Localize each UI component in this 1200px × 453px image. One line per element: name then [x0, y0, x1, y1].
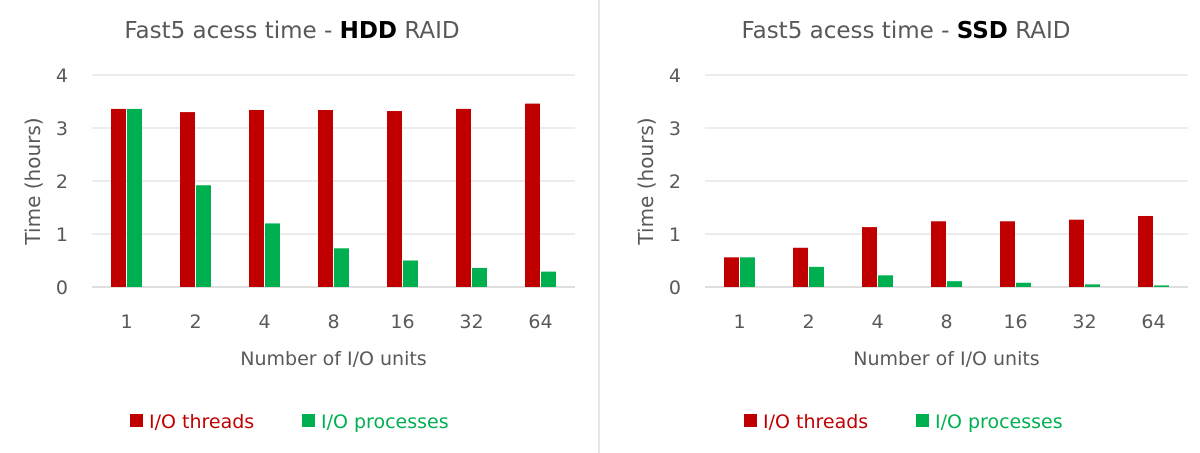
bar-io-threads	[1069, 219, 1084, 287]
bar-io-processes	[1016, 282, 1031, 287]
bar-io-processes	[127, 108, 142, 287]
bar-io-threads	[249, 109, 264, 287]
y-tick-label: 1	[56, 224, 68, 246]
x-tick-label: 2	[802, 311, 814, 333]
bar-io-processes	[1085, 284, 1100, 287]
legend-swatch	[744, 414, 757, 427]
y-tick-label: 2	[56, 171, 68, 193]
legend-label: I/O threads	[149, 411, 254, 433]
legend-label: I/O processes	[321, 411, 449, 433]
x-tick-label: 1	[120, 311, 132, 333]
bar-io-processes	[1154, 285, 1169, 287]
x-tick-label: 32	[1072, 311, 1096, 333]
bar-io-processes	[472, 267, 487, 287]
bar-io-threads	[318, 109, 333, 287]
x-tick-label: 64	[1141, 311, 1165, 333]
x-axis-label: Number of I/O units	[240, 348, 426, 370]
bar-io-threads	[525, 103, 540, 288]
x-tick-label: 16	[390, 311, 414, 333]
x-tick-label: 8	[327, 311, 339, 333]
y-tick-label: 0	[56, 277, 68, 299]
legend-label: I/O processes	[935, 411, 1063, 433]
chart-title-prefix: Fast5 acess time -	[741, 18, 956, 44]
chart-panel-hdd: Fast5 acess time - HDD RAID 0 1 2 3 4 Time (ho…	[21, 18, 575, 433]
bar-io-processes	[265, 223, 280, 287]
x-tick-label: 8	[940, 311, 952, 333]
chart-title-suffix: RAID	[397, 18, 460, 44]
bar-io-threads	[1000, 221, 1015, 287]
legend-swatch	[302, 414, 315, 427]
chart-panel-ssd: Fast5 acess time - SSD RAID 0 1 2 3 4 Time (ho…	[634, 18, 1188, 433]
y-tick-label: 1	[669, 224, 681, 246]
x-tick-label: 64	[528, 311, 552, 333]
bar-io-threads	[724, 257, 739, 287]
bar-io-threads	[931, 221, 946, 287]
chart-title-bold: HDD	[340, 18, 397, 44]
bar-io-processes	[740, 257, 755, 287]
bar-io-threads	[180, 112, 195, 287]
chart-title-prefix: Fast5 acess time -	[124, 18, 339, 44]
bar-io-threads	[862, 227, 877, 287]
y-tick-label: 3	[56, 118, 68, 140]
bar-io-processes	[403, 260, 418, 287]
bar-io-processes	[947, 281, 962, 287]
y-tick-label: 3	[669, 118, 681, 140]
legend-swatch	[130, 414, 143, 427]
bar-io-processes	[541, 271, 556, 287]
x-tick-label: 1	[733, 311, 745, 333]
chart-title-bold: SSD	[957, 18, 1008, 44]
x-tick-label: 32	[459, 311, 483, 333]
bar-io-processes	[809, 266, 824, 287]
bar-io-processes	[196, 185, 211, 287]
bar-io-processes	[334, 248, 349, 287]
legend-swatch	[916, 414, 929, 427]
chart-title-suffix: RAID	[1008, 18, 1071, 44]
y-axis-label: Time (hours)	[21, 117, 45, 245]
chart-title: Fast5 acess time - SSD RAID	[741, 18, 1070, 44]
y-tick-label: 4	[56, 65, 68, 87]
bar-io-threads	[387, 111, 402, 287]
y-tick-label: 4	[669, 65, 681, 87]
x-tick-label: 16	[1003, 311, 1027, 333]
x-tick-label: 2	[189, 311, 201, 333]
x-tick-label: 4	[258, 311, 270, 333]
bar-io-threads	[793, 247, 808, 287]
y-axis-label: Time (hours)	[634, 117, 658, 245]
bar-io-processes	[878, 275, 893, 287]
x-tick-label: 4	[871, 311, 883, 333]
bar-io-threads	[1138, 215, 1153, 287]
x-axis-label: Number of I/O units	[853, 348, 1039, 370]
y-tick-label: 0	[669, 277, 681, 299]
y-tick-label: 2	[669, 171, 681, 193]
bar-io-threads	[111, 108, 126, 287]
bar-io-threads	[456, 108, 471, 287]
chart-title: Fast5 acess time - HDD RAID	[124, 18, 459, 44]
legend-label: I/O threads	[763, 411, 868, 433]
